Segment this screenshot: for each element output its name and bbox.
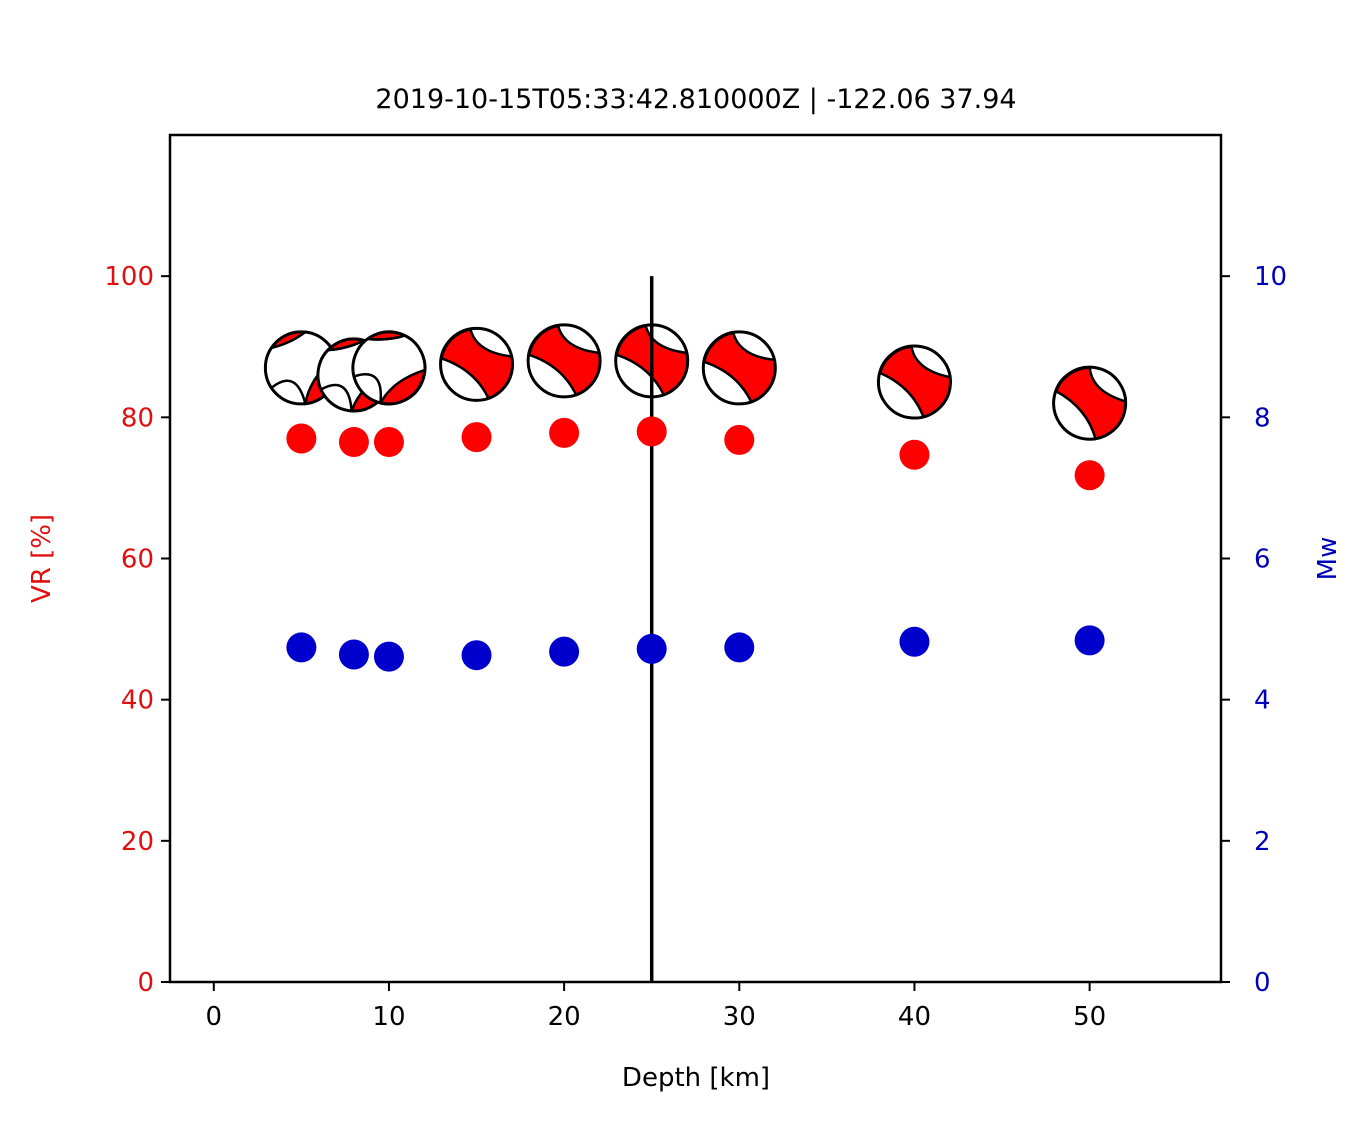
vr-point bbox=[724, 424, 755, 455]
vr-point bbox=[338, 427, 369, 458]
left-y-tick-label: 0 bbox=[137, 968, 154, 998]
right-y-tick-label: 2 bbox=[1254, 827, 1271, 857]
right-y-tick-label: 0 bbox=[1254, 968, 1271, 998]
x-axis: 0 10 20 30 40 50 bbox=[206, 982, 1106, 1032]
mw-series bbox=[286, 625, 1105, 672]
mw-point bbox=[338, 639, 369, 670]
vr-point bbox=[373, 427, 404, 458]
mw-point bbox=[724, 632, 755, 663]
mw-point bbox=[286, 632, 317, 663]
vr-point bbox=[899, 439, 930, 470]
chart-title: 2019-10-15T05:33:42.810000Z | -122.06 37… bbox=[375, 84, 1016, 115]
plot-frame bbox=[168, 133, 1223, 984]
mw-point bbox=[636, 633, 667, 664]
beachball-layer bbox=[263, 323, 1128, 441]
right-y-tick-label: 10 bbox=[1254, 262, 1287, 292]
x-tick-label: 30 bbox=[723, 1002, 756, 1032]
left-y-tick-label: 60 bbox=[121, 545, 154, 575]
mw-point bbox=[461, 640, 492, 671]
beachball bbox=[1052, 365, 1128, 441]
vr-series bbox=[286, 416, 1105, 491]
right-y-tick-label: 8 bbox=[1254, 403, 1271, 433]
vr-point bbox=[1074, 460, 1105, 491]
left-y-tick-label: 40 bbox=[121, 686, 154, 716]
right-y-tick-label: 6 bbox=[1254, 545, 1271, 575]
left-y-axis: 0 20 40 60 80 100 bbox=[104, 262, 170, 998]
right-y-tick-label: 4 bbox=[1254, 686, 1271, 716]
left-y-axis-label: VR [%] bbox=[27, 514, 57, 603]
x-tick-label: 40 bbox=[898, 1002, 931, 1032]
right-y-axis: 0 2 4 6 8 10 bbox=[1221, 262, 1287, 998]
x-tick-label: 20 bbox=[548, 1002, 581, 1032]
vr-point bbox=[461, 422, 492, 453]
x-tick-label: 50 bbox=[1073, 1002, 1106, 1032]
left-y-tick-label: 80 bbox=[121, 403, 154, 433]
vr-point bbox=[549, 417, 580, 448]
mw-point bbox=[373, 641, 404, 672]
x-axis-label: Depth [km] bbox=[622, 1063, 770, 1093]
beachball bbox=[876, 344, 952, 420]
mw-point bbox=[1074, 625, 1105, 656]
beachball bbox=[351, 330, 427, 406]
beachball bbox=[526, 323, 602, 399]
beachball bbox=[439, 326, 515, 402]
right-y-axis-label: Mw bbox=[1313, 537, 1343, 581]
x-tick-label: 10 bbox=[372, 1002, 405, 1032]
beachball bbox=[701, 330, 777, 406]
mw-point bbox=[899, 626, 930, 657]
vr-point bbox=[636, 416, 667, 447]
left-y-tick-label: 100 bbox=[104, 262, 154, 292]
mw-point bbox=[549, 636, 580, 667]
x-tick-label: 0 bbox=[206, 1002, 223, 1032]
left-y-tick-label: 20 bbox=[121, 827, 154, 857]
vr-point bbox=[286, 423, 317, 454]
